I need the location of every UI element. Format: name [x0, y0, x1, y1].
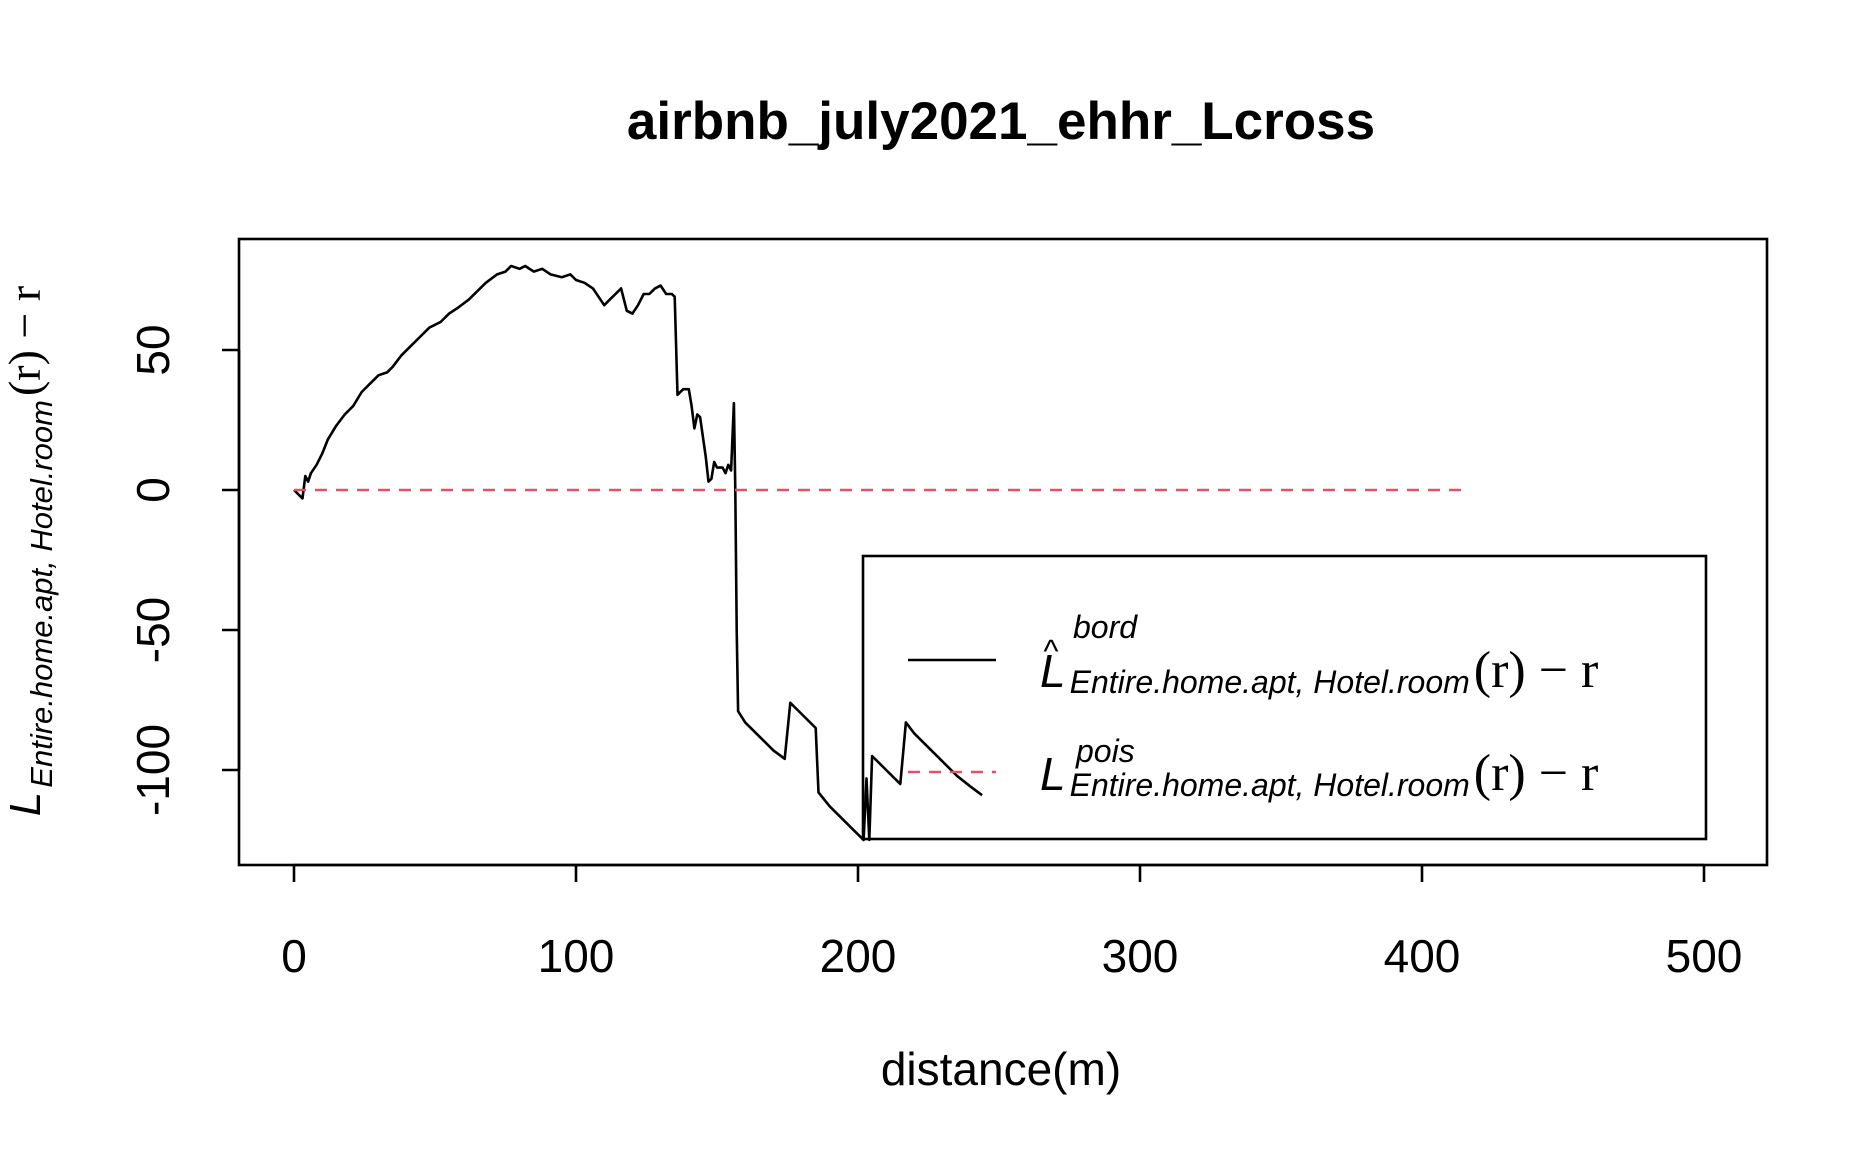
y-tick-label: -100 [127, 724, 179, 816]
chart-title: airbnb_july2021_ehhr_Lcross [627, 92, 1375, 151]
x-tick-label: 300 [1102, 930, 1179, 982]
legend-label-bord: L Entire.home.apt, Hotel.room (r) − r [1040, 642, 1598, 700]
y-axis-label-tail: (r) − r [0, 286, 50, 396]
legend-pois-sup: pois [1075, 733, 1135, 769]
svg-text:L Entire.home.apt, Hotel: L Entire.home.apt, Hotel.room (r) − r [0, 286, 59, 816]
legend: L Entire.home.apt, Hotel.room (r) − r ^ … [861, 554, 1708, 841]
legend-bord-sup: bord [1073, 609, 1138, 645]
legend-box [861, 554, 1708, 841]
legend-label-pois: L Entire.home.apt, Hotel.room (r) − r [1040, 745, 1598, 803]
y-axis-label: L Entire.home.apt, Hotel.room (r) − r [0, 286, 59, 816]
x-tick-label: 0 [281, 930, 307, 982]
legend-pois-main: L [1040, 748, 1066, 800]
y-axis-label-main: L [1, 792, 50, 816]
y-tick-label: 50 [127, 324, 179, 375]
legend-bord-hat: ^ [1043, 633, 1059, 669]
y-axis-label-sub: Entire.home.apt, Hotel.room [24, 400, 59, 788]
legend-bord-tail: (r) − r [1474, 642, 1599, 699]
x-tick-label: 500 [1666, 930, 1743, 982]
y-tick-label: 0 [127, 477, 179, 503]
series-layer [293, 264, 1470, 842]
legend-bord-sub: Entire.home.apt, Hotel.room [1070, 664, 1470, 700]
y-tick-label: -50 [127, 597, 179, 663]
legend-pois-tail: (r) − r [1474, 745, 1599, 802]
legend-pois-sub: Entire.home.apt, Hotel.room [1070, 767, 1470, 803]
x-tick-label: 200 [820, 930, 897, 982]
legend-bord-main: L [1040, 645, 1066, 697]
y-axis: -100 -50 0 50 [127, 324, 241, 816]
x-axis-label: distance(m) [881, 1043, 1121, 1095]
series-line-bord [293, 264, 983, 842]
x-tick-label: 100 [538, 930, 615, 982]
x-axis: 0 100 200 300 400 500 [281, 863, 1743, 982]
x-tick-label: 400 [1384, 930, 1461, 982]
